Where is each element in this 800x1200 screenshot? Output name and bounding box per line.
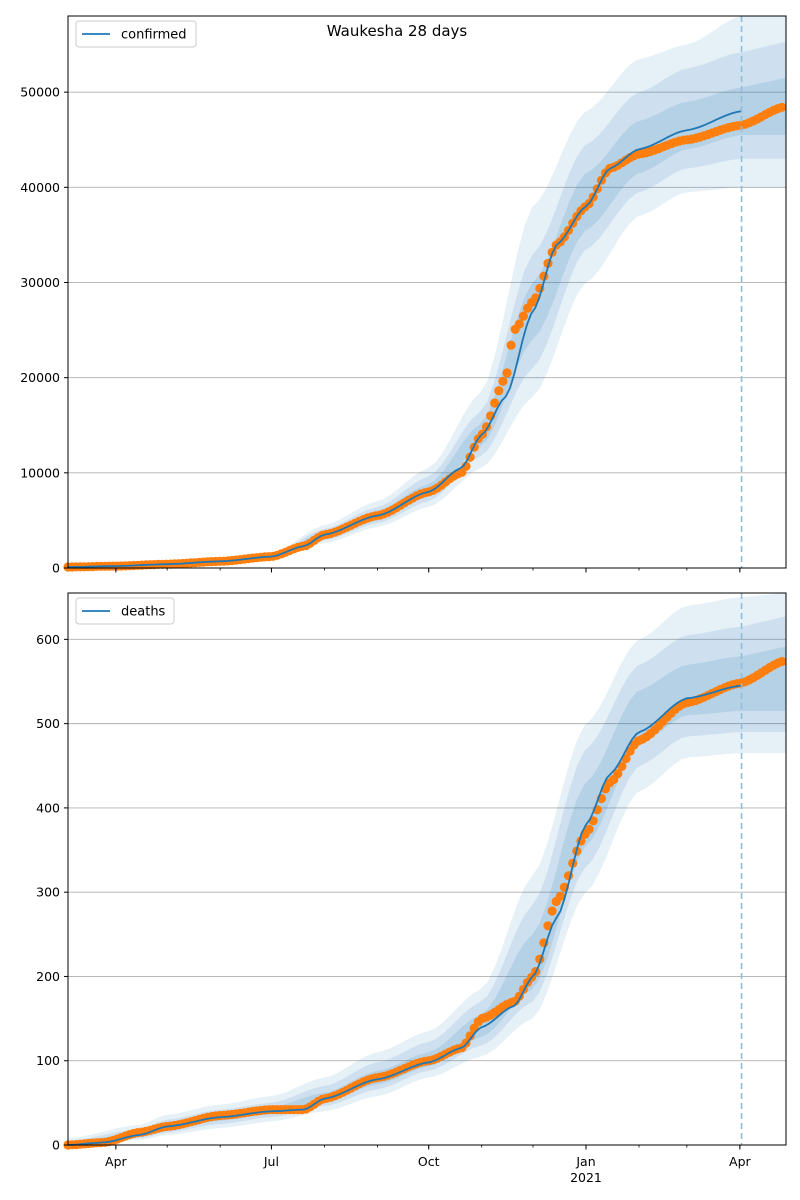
deaths-model-path (67, 684, 742, 1146)
x-tick-label: Jan (575, 1154, 595, 1169)
deaths-observed-point (617, 761, 627, 772)
confirmed-observed-point (490, 398, 500, 408)
confirmed-y-tick-label: 20000 (20, 370, 60, 385)
confirmed-legend-label: confirmed (121, 28, 187, 43)
deaths-band-inner (68, 646, 786, 1145)
deaths-observed-point (555, 891, 565, 901)
deaths-observed-point (584, 824, 594, 835)
deaths-observed-point (777, 656, 787, 667)
deaths-axes-frame (67, 592, 787, 1146)
deaths-observed-point (547, 906, 557, 916)
confirmed-x-ticks (115, 568, 741, 573)
deaths-y-ticks: 0 100 200 300 400 500 600 (36, 632, 68, 1153)
confirmed-grid (68, 91, 786, 474)
confirmed-axes-frame (67, 15, 787, 569)
x-tick-label: Oct (418, 1154, 440, 1169)
confirmed-y-tick-label: 10000 (20, 465, 60, 480)
deaths-model-line (67, 684, 742, 1146)
confirmed-y-ticks: 0 10000 20000 30000 40000 50000 (20, 85, 68, 576)
deaths-legend-box (75, 597, 175, 625)
confirmed-legend: confirmed (75, 20, 197, 48)
confirmed-legend-box (75, 20, 197, 48)
confirmed-observed-point (514, 319, 524, 329)
x-tick-label: Apr (729, 1154, 751, 1169)
deaths-x-ticks: Apr Jul Oct Jan Apr 2021 (105, 1145, 752, 1185)
confirmed-observed-point (506, 340, 516, 350)
deaths-legend: deaths (75, 597, 175, 625)
confirmed-observed-point (502, 368, 512, 378)
confirmed-y-tick-label: 30000 (20, 275, 60, 290)
deaths-y-tick-label: 200 (36, 969, 60, 984)
confirmed-y-tick-label: 0 (52, 561, 60, 576)
x-year-label: 2021 (570, 1170, 602, 1185)
deaths-band-outer (68, 593, 786, 1145)
confirmed-y-tick-label: 50000 (20, 85, 60, 100)
deaths-observed-point (613, 769, 623, 779)
deaths-bands (68, 593, 786, 1145)
deaths-band-middle (68, 616, 786, 1145)
deaths-y-tick-label: 600 (36, 632, 60, 647)
x-tick-label: Jul (263, 1154, 279, 1169)
deaths-y-tick-label: 300 (36, 885, 60, 900)
confirmed-y-tick-label: 40000 (20, 180, 60, 195)
confirmed-observed-point (518, 311, 529, 321)
confirmed-model-line (68, 110, 742, 568)
deaths-y-tick-label: 100 (36, 1053, 60, 1068)
confirmed-observed-point (777, 102, 787, 112)
confirmed-panel: 0 10000 20000 30000 40000 50000 confirmed (20, 15, 787, 576)
confirmed-model-path (68, 110, 742, 568)
confirmed-band-inner (68, 77, 786, 568)
confirmed-observed-point (494, 386, 504, 396)
deaths-legend-label: deaths (121, 605, 166, 620)
deaths-y-tick-label: 500 (36, 716, 60, 731)
x-tick-label: Apr (105, 1154, 127, 1169)
chart-suptitle: Waukesha 28 days (327, 22, 468, 40)
deaths-y-tick-label: 400 (36, 800, 60, 815)
deaths-y-tick-label: 0 (52, 1138, 60, 1153)
confirmed-band-outer (68, 16, 786, 568)
confirmed-observed-point (498, 376, 508, 386)
deaths-observed-point (465, 1031, 475, 1041)
